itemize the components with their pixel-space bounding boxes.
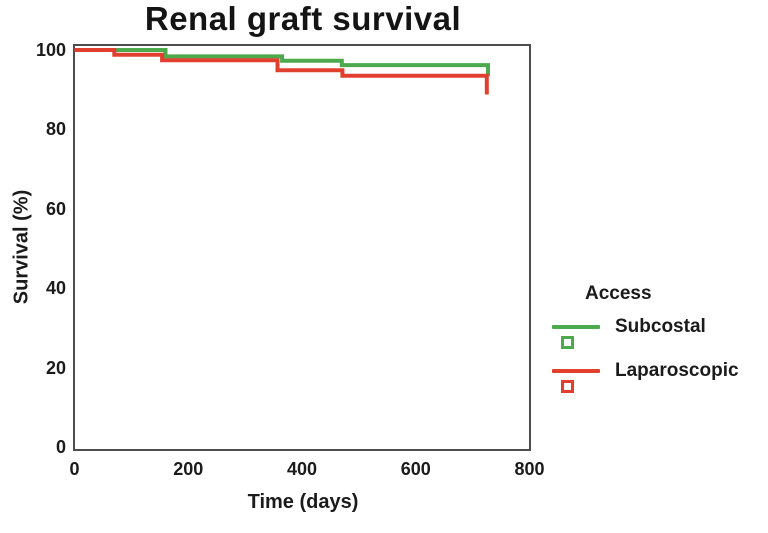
x-tick-label: 800 <box>514 459 545 479</box>
legend-label: Laparoscopic <box>615 360 739 381</box>
y-tick-label: 60 <box>45 198 66 219</box>
legend-swatch <box>552 360 602 393</box>
plot-frame <box>73 44 531 451</box>
legend-line-sample <box>552 369 600 373</box>
legend-title: Access <box>585 283 652 304</box>
y-tick-label: 40 <box>45 278 66 299</box>
survival-curve-laparoscopic <box>74 48 489 95</box>
legend-line-sample <box>552 325 600 329</box>
legend-entry-subcostal: Subcostal <box>552 316 766 349</box>
x-tick-label: 0 <box>69 459 80 479</box>
x-axis-title: Time (days) <box>247 491 359 513</box>
legend-items: Subcostal Laparoscopic <box>552 316 766 393</box>
y-tick-label: 100 <box>35 40 66 60</box>
y-tick-label: 20 <box>45 357 66 378</box>
legend-entry-laparoscopic: Laparoscopic <box>552 360 766 393</box>
y-tick-label: 0 <box>55 437 66 457</box>
x-tick-label: 400 <box>286 459 318 479</box>
x-tick-label: 600 <box>400 459 431 479</box>
chart-title: Renal graft survival <box>144 0 462 37</box>
survival-curve-subcostal <box>74 48 490 77</box>
y-axis-title: Survival (%) <box>10 189 33 305</box>
x-tick-label: 200 <box>173 459 204 479</box>
legend-censor-marker-icon <box>561 380 574 393</box>
legend-label: Subcostal <box>615 316 706 337</box>
y-tick-label: 80 <box>45 119 66 140</box>
legend: Access Subcostal Laparoscopic <box>552 283 766 393</box>
legend-swatch <box>552 316 602 349</box>
legend-censor-marker-icon <box>561 336 574 349</box>
